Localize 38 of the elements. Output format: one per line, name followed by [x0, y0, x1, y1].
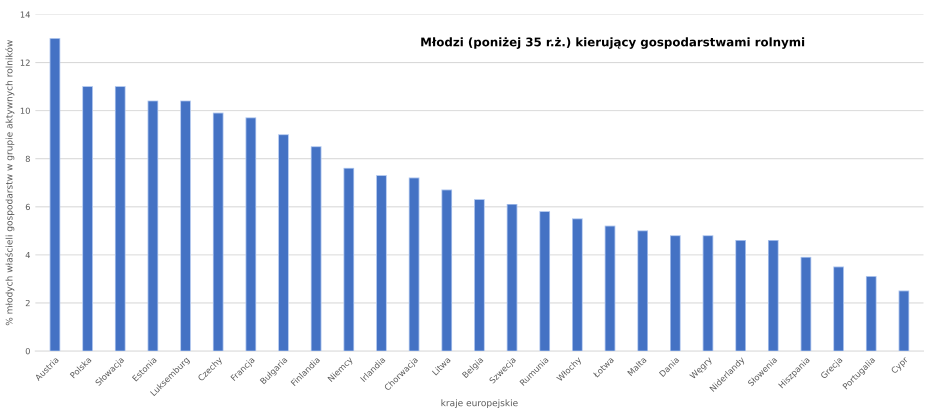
- bar: [441, 190, 452, 352]
- y-tick-label: 4: [26, 252, 30, 258]
- y-tick-label: 0: [26, 348, 30, 354]
- bar: [474, 199, 485, 352]
- text: Młodzi (poniżej 35 r.ż.) kierujący gospodarstwami rolnymi: [421, 37, 804, 49]
- bar: [180, 100, 191, 352]
- y-tick-label: 8: [26, 156, 30, 162]
- bar: [212, 112, 224, 352]
- bar: [408, 178, 420, 352]
- bar: [82, 86, 93, 352]
- y-tick-label: 2: [26, 300, 30, 306]
- bar: [114, 86, 126, 352]
- bar: [768, 240, 779, 352]
- y-tick-label: 12: [20, 60, 30, 66]
- y-tick-label: 14: [20, 12, 30, 18]
- bar: [310, 146, 322, 352]
- bar: [506, 204, 518, 352]
- bar: [637, 230, 648, 352]
- y-axis-title: % młodych właścieli gospodarstw w grupie aktywnych rolników: [5, 40, 14, 326]
- bar: [376, 175, 387, 352]
- bar: [278, 134, 289, 352]
- bar: [246, 117, 256, 352]
- bar: [670, 235, 681, 352]
- y-tick-label: 10: [20, 108, 30, 114]
- bar: [866, 276, 877, 352]
- bar: [898, 290, 910, 352]
- bar: [702, 235, 714, 352]
- bar: [800, 256, 812, 352]
- bar: [539, 211, 550, 352]
- bar: [833, 266, 844, 352]
- bar: [735, 240, 746, 352]
- bar: [604, 226, 616, 352]
- bar: [148, 100, 158, 352]
- x-axis-title: kraje europejskie: [441, 399, 518, 408]
- bar: [343, 168, 354, 352]
- bar: [572, 218, 583, 352]
- bar: [50, 38, 60, 352]
- y-tick-label: 6: [26, 204, 30, 210]
